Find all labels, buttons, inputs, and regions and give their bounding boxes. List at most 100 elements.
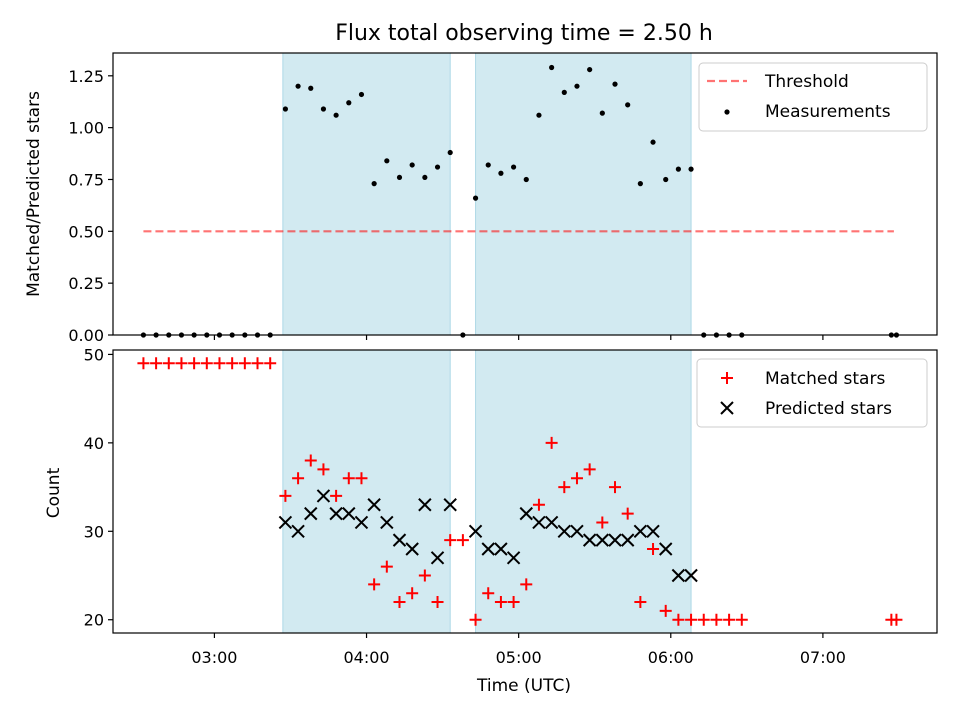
measurements-point-35 [587, 66, 593, 73]
predicted-stars-point-20 [544, 515, 559, 530]
legend-matched-swatch [721, 372, 733, 384]
measurements-point-11 [282, 106, 289, 112]
legend-threshold-label: Threshold [764, 72, 849, 92]
measurements-point-30 [523, 176, 529, 183]
predicted-stars-point-17 [506, 551, 521, 565]
matched-stars-point-2 [162, 357, 175, 370]
axes-frame-bottom [112, 349, 938, 634]
y-tick-label-bottom-40: 40 [84, 434, 104, 453]
matched-stars-point-49 [890, 613, 903, 626]
matched-stars-point-44 [697, 613, 710, 626]
matched-stars-point-18 [368, 578, 381, 591]
matched-stars-point-9 [251, 357, 264, 370]
predicted-stars-point-26 [620, 533, 635, 547]
measurements-point-22 [422, 174, 428, 181]
matched-stars-point-37 [609, 481, 622, 494]
measurements-point-32 [549, 64, 555, 71]
predicted-stars-point-0 [278, 515, 293, 530]
predicted-stars-point-4 [329, 506, 343, 521]
shaded-interval-bottom-1 [475, 349, 692, 634]
y-tick-label-top-1.00: 1.00 [68, 119, 104, 138]
matched-stars-point-46 [723, 613, 736, 626]
matched-stars-point-19 [380, 560, 393, 573]
predicted-stars-point-5 [342, 506, 356, 521]
y-axis-label-top: Matched/Predicted stars [24, 91, 44, 297]
y-tick-label-top-0.75: 0.75 [68, 170, 104, 189]
matched-stars-point-28 [494, 596, 507, 609]
measurements-point-21 [409, 162, 415, 168]
predicted-stars-point-9 [392, 533, 407, 547]
measurements-point-37 [612, 81, 618, 87]
chart-title: Flux total observing time = 2.50 h [335, 21, 713, 46]
measurements-point-27 [485, 162, 491, 168]
predicted-stars-point-6 [354, 515, 369, 530]
measurements-point-15 [333, 112, 339, 118]
predicted-stars-point-13 [443, 498, 457, 512]
predicted-stars-point-22 [570, 524, 584, 539]
measurements-point-39 [637, 181, 643, 187]
matched-stars-point-12 [292, 472, 305, 485]
y-tick-label-bottom-50: 50 [84, 345, 104, 364]
predicted-stars-point-25 [608, 533, 622, 547]
predicted-stars-point-30 [671, 568, 686, 583]
matched-stars-point-43 [685, 613, 698, 626]
predicted-stars-point-31 [684, 568, 698, 583]
y-tick-label-bottom-20: 20 [84, 611, 104, 630]
matched-stars-point-33 [558, 481, 571, 494]
star-count-panel: 20 30 40 50 03:00 04:00 05:00 06:00 07:00 [84, 345, 938, 667]
matched-stars-point-23 [431, 596, 444, 609]
legend-matched-label: Matched stars [765, 369, 885, 389]
matched-stars-point-13 [304, 454, 317, 467]
predicted-stars-point-19 [532, 515, 546, 530]
axes-frame-top [112, 52, 938, 336]
measurements-point-20 [396, 174, 403, 181]
x-axis-label: Time (UTC) [476, 676, 571, 696]
measurements-point-18 [371, 181, 377, 187]
legend-top-frame [698, 62, 928, 132]
matched-stars-point-35 [583, 463, 596, 476]
legend-measurements-swatch [724, 109, 730, 115]
matched-stars-point-47 [735, 613, 748, 626]
legend-bottom: Matched stars Predicted stars [696, 358, 928, 428]
predicted-stars-point-11 [418, 498, 432, 512]
predicted-stars-point-3 [316, 489, 331, 503]
shaded-interval-top-0 [282, 52, 451, 336]
x-tick-label-04:00: 04:00 [343, 648, 389, 667]
matched-stars-point-27 [482, 587, 495, 600]
matched-stars-point-41 [659, 604, 672, 617]
matched-stars-point-16 [342, 472, 355, 485]
matched-stars-point-29 [507, 596, 520, 609]
measurements-point-36 [599, 110, 605, 116]
predicted-stars-point-12 [430, 551, 445, 565]
matched-stars-point-38 [621, 507, 634, 520]
y-tick-label-top-1.25: 1.25 [68, 67, 104, 86]
matched-stars-point-30 [520, 578, 533, 591]
matched-stars-point-15 [330, 489, 343, 502]
x-tick-label-06:00: 06:00 [648, 648, 694, 667]
x-tick-label-07:00: 07:00 [800, 648, 846, 667]
predicted-stars-point-29 [659, 542, 673, 556]
predicted-stars-point-1 [291, 524, 305, 539]
legend-measurements-label: Measurements [765, 102, 891, 122]
matched-stars-point-21 [406, 587, 419, 600]
predicted-stars-point-16 [494, 542, 508, 556]
measurements-point-43 [688, 166, 694, 172]
measurements-point-24 [447, 149, 453, 156]
matched-stars-point-32 [545, 436, 558, 449]
predicted-stars-point-28 [646, 524, 660, 539]
matched-stars-point-34 [570, 472, 583, 485]
measurements-point-41 [663, 176, 669, 183]
legend-predicted-swatch [720, 401, 734, 415]
predicted-stars-point-7 [367, 498, 381, 512]
measurements-point-28 [498, 170, 504, 176]
measurements-point-23 [434, 164, 441, 170]
matched-stars-point-8 [238, 357, 251, 370]
matched-stars-point-45 [710, 613, 723, 626]
predicted-stars-point-15 [481, 542, 495, 556]
legend-bottom-frame [696, 358, 928, 428]
matched-stars-point-11 [279, 489, 292, 502]
matched-stars-point-24 [444, 534, 457, 547]
shaded-interval-top-1 [475, 52, 692, 336]
matched-stars-point-42 [672, 613, 685, 626]
